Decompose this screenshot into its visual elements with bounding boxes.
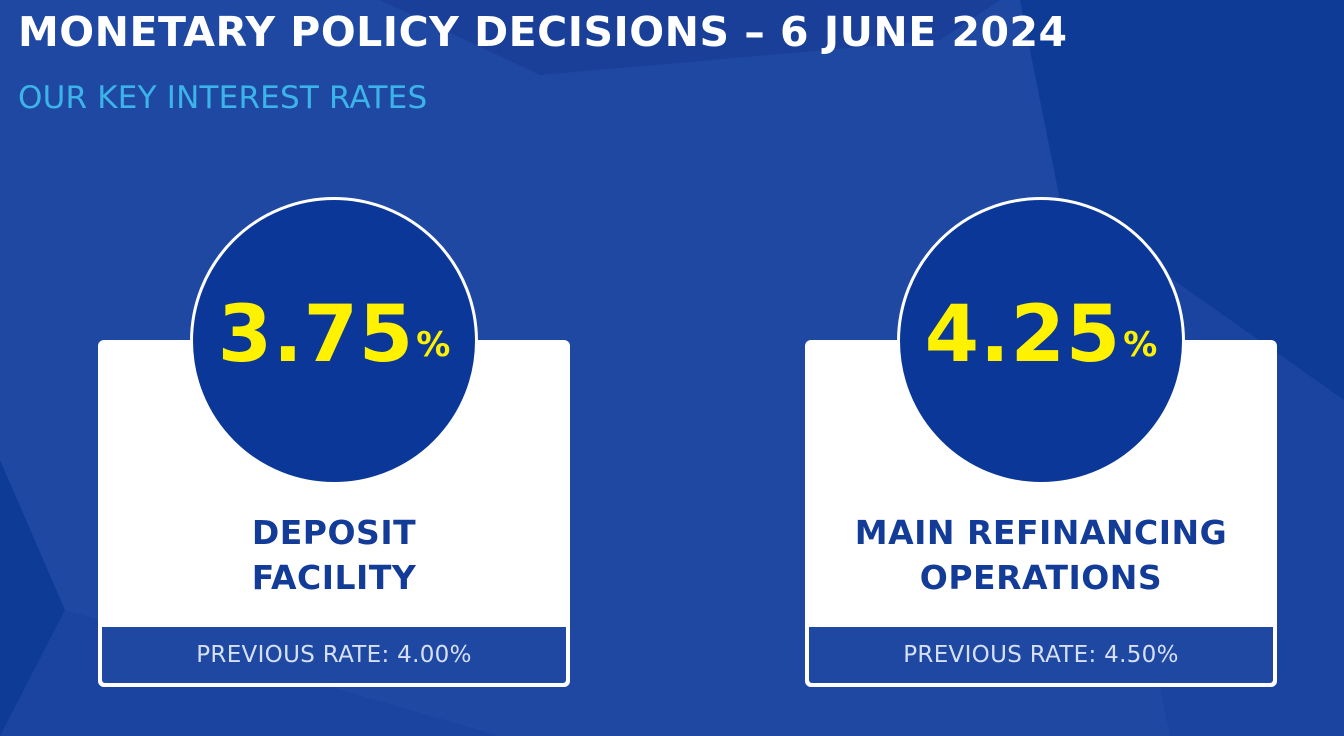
rate-card-box: MAIN REFINANCING OPERATIONS PREVIOUS RAT…	[805, 340, 1277, 687]
rate-label: MAIN REFINANCING OPERATIONS	[805, 510, 1277, 600]
previous-rate: PREVIOUS RATE: 4.00%	[102, 627, 566, 683]
rate-unit: %	[416, 325, 451, 365]
rate-label-line2: FACILITY	[251, 558, 417, 597]
rate-value: 4.25	[924, 290, 1122, 380]
rate-value: 3.75	[217, 290, 415, 380]
rate-unit: %	[1123, 325, 1158, 365]
rate-label-line1: DEPOSIT	[251, 513, 417, 552]
rate-circle: 3.75%	[190, 197, 478, 485]
bg-facet-right	[1020, 0, 1344, 400]
rate-card-deposit-facility: DEPOSIT FACILITY PREVIOUS RATE: 4.00% 3.…	[98, 197, 570, 687]
rate-label-line2: OPERATIONS	[919, 558, 1163, 597]
rate-card-box: DEPOSIT FACILITY PREVIOUS RATE: 4.00%	[98, 340, 570, 687]
rate-card-main-refinancing-operations: MAIN REFINANCING OPERATIONS PREVIOUS RAT…	[805, 197, 1277, 687]
bg-facet-left	[0, 460, 65, 736]
rate-label: DEPOSIT FACILITY	[98, 510, 570, 600]
rate-label-line1: MAIN REFINANCING	[854, 513, 1228, 552]
bg-facet-top	[380, 0, 1000, 75]
previous-rate: PREVIOUS RATE: 4.50%	[809, 627, 1273, 683]
page-subtitle: OUR KEY INTEREST RATES	[18, 80, 428, 116]
rate-circle: 4.25%	[897, 197, 1185, 485]
page-title: MONETARY POLICY DECISIONS – 6 JUNE 2024	[18, 8, 1068, 56]
